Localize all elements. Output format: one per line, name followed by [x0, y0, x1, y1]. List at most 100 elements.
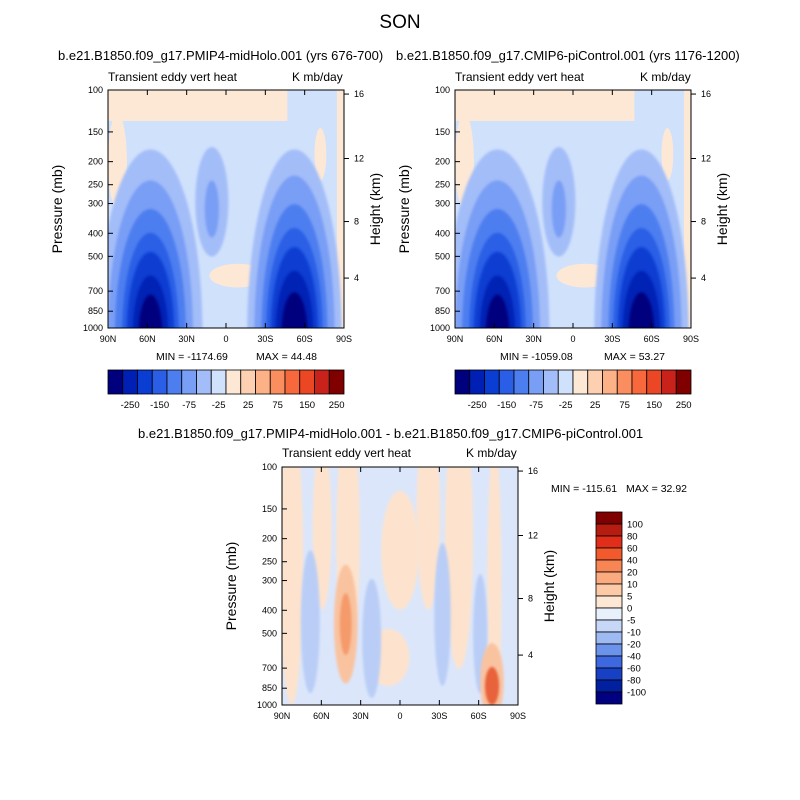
panel2-y-tick-label: 850	[435, 306, 450, 316]
panel1-y-tick-label: 850	[88, 306, 103, 316]
panel3-y-tick-label: 850	[262, 683, 277, 693]
panel1-y-tick-label: 400	[88, 228, 103, 238]
panel1-x-tick-label: 90S	[336, 334, 352, 344]
panel2-height-tick-label: 8	[701, 217, 706, 227]
panel3-colorbar-label: 40	[627, 556, 638, 567]
panel2-colorbar-label: 150	[646, 400, 662, 411]
panel3-colorbar-label: -80	[627, 676, 641, 687]
panel1-colorbar-box	[299, 369, 315, 395]
panel1-height-axis-label: Height (km)	[367, 173, 383, 245]
panel1-colorbar-box	[196, 369, 212, 395]
panel1-y-tick-label: 200	[88, 157, 103, 167]
panel2-colorbar-box	[498, 369, 515, 395]
panel3-title: b.e21.B1850.f09_g17.PMIP4-midHolo.001 - …	[138, 426, 644, 441]
panel3-y-tick-label: 100	[262, 462, 277, 472]
panel3-left-string: Transient eddy vert heat	[282, 446, 411, 460]
panel2-height-tick-label: 16	[701, 89, 711, 99]
panel3-colorbar-label: -60	[627, 664, 641, 675]
panel3-y-tick-label: 150	[262, 504, 277, 514]
panel3-colorbar-box	[595, 691, 623, 705]
panel1-colorbar-label: -150	[150, 400, 169, 411]
panel3-colorbar-box	[595, 583, 623, 597]
panel3-colorbar-box	[595, 631, 623, 645]
panel2-y-axis-label: Pressure (mb)	[396, 165, 412, 254]
panel2-positive-sh	[661, 128, 674, 181]
panel3-negative-anomaly	[300, 550, 320, 694]
panel1-colorbar-box	[166, 369, 183, 395]
panel3-positive-anomaly	[444, 467, 474, 670]
panel3-positive-anomaly	[381, 490, 419, 610]
panel2-colorbar-label: 25	[590, 400, 601, 411]
panel1-min-text: MIN = -1174.69	[156, 351, 228, 363]
panel1-x-tick-label: 90N	[100, 334, 117, 344]
panel1-colorbar-box	[137, 369, 153, 395]
panel2-y-tick-label: 100	[435, 85, 450, 95]
panel1-height-tick-label: 12	[354, 153, 364, 163]
panel3-x-tick-label: 90N	[274, 711, 291, 721]
panel2-colorbar: -250 -150 -75 -25 25 75 150 250	[454, 369, 692, 411]
panel3-nh-positive-peak	[339, 593, 352, 656]
panel1-colorbar-box	[328, 369, 345, 395]
panel1-colorbar-box	[107, 369, 124, 395]
panel3-field	[282, 467, 518, 705]
panel1-x-tick-label: 60S	[297, 334, 313, 344]
panel3-colorbar-label: -100	[627, 688, 646, 699]
panel3-colorbar-label: 80	[627, 532, 638, 543]
panel3-height-axis-label: Height (km)	[541, 550, 557, 622]
panel1-positive-sh	[314, 128, 327, 181]
panel3-colorbar-label: -5	[627, 616, 635, 627]
panel1-axes: 90N 60N 30N 0 30S 60S 90S 100 150 200 250 300 400 500…	[49, 85, 383, 344]
panel1-field	[108, 90, 344, 328]
panel3-colorbar-box	[595, 607, 623, 621]
panel2-colorbar-box	[469, 369, 485, 395]
panel1-colorbar-box	[314, 369, 330, 395]
panel2-x-tick-label: 90N	[447, 334, 464, 344]
figure-title: SON	[379, 12, 421, 33]
panel1-colorbar-label: 25	[243, 400, 254, 411]
panel2-colorbar-box	[646, 369, 662, 395]
panel2-y-tick-label: 150	[435, 127, 450, 137]
panel3-negative-anomaly	[362, 578, 382, 698]
panel3-positive-anomaly	[312, 467, 332, 610]
panel2-colorbar-label: -75	[529, 400, 543, 411]
panel3-colorbar-label: -40	[627, 652, 641, 663]
panel2-storm-track-nh-contour	[485, 294, 510, 328]
panel3-height-tick-label: 12	[528, 530, 538, 540]
panel2-y-tick-label: 300	[435, 199, 450, 209]
panel1-x-tick-label: 60N	[139, 334, 156, 344]
panel2-height-axis-label: Height (km)	[714, 173, 730, 245]
panel3-positive-anomaly	[282, 467, 304, 705]
panel3-negative-anomaly	[434, 543, 451, 686]
panel2-colorbar-label: -250	[468, 400, 487, 411]
panel3-colorbar-box	[595, 643, 623, 657]
panel3-colorbar-box	[595, 559, 623, 573]
panel1-colorbar-label: 75	[272, 400, 283, 411]
panel2-x-tick-label: 0	[570, 334, 575, 344]
panel1-y-tick-label: 1000	[83, 323, 103, 333]
panel3-colorbar-label: -10	[627, 628, 641, 639]
panel3-units: K mb/day	[466, 446, 517, 460]
panel3-colorbar-label: 20	[627, 568, 638, 579]
panel1-x-tick-label: 30N	[178, 334, 195, 344]
panel2-left-string: Transient eddy vert heat	[455, 70, 584, 84]
panel2-subtropical-core	[551, 180, 566, 238]
panel3-colorbar-label: 5	[627, 592, 632, 603]
panel2-colorbar-box	[572, 369, 589, 395]
panel1-positive-strip	[336, 90, 344, 328]
panel1-storm-track-nh-contour	[138, 294, 163, 328]
panel1-colorbar-label: -75	[182, 400, 196, 411]
panel3-height-tick-label: 8	[528, 594, 533, 604]
panel3-x-tick-label: 60N	[313, 711, 330, 721]
panel3-y-tick-label: 300	[262, 576, 277, 586]
panel2-y-tick-label: 250	[435, 180, 450, 190]
panel3-colorbar-box	[595, 547, 623, 561]
panel3-colorbar-box	[595, 511, 623, 525]
panel2-colorbar-label: -25	[559, 400, 573, 411]
panel1-title: b.e21.B1850.f09_g17.PMIP4-midHolo.001 (y…	[58, 48, 384, 63]
panel2-min-text: MIN = -1059.08	[500, 351, 573, 363]
panel1-colorbar-label: 250	[329, 400, 345, 411]
panel2-colorbar-box	[675, 369, 692, 395]
panel2-colorbar-box	[528, 369, 544, 395]
